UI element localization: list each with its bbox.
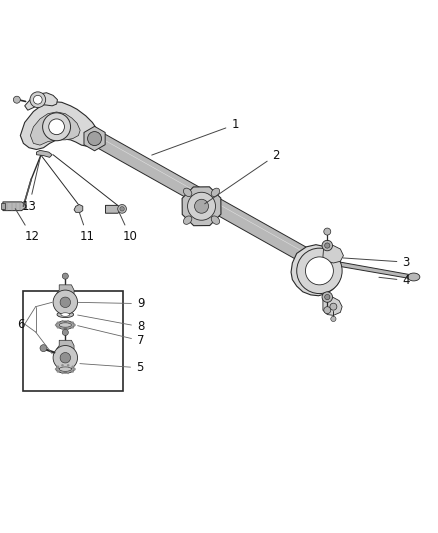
Text: 11: 11: [79, 212, 95, 243]
Circle shape: [71, 326, 74, 329]
Polygon shape: [340, 262, 413, 279]
Circle shape: [13, 96, 20, 103]
Polygon shape: [299, 249, 335, 288]
Circle shape: [60, 352, 71, 363]
Bar: [1, 203, 5, 209]
Polygon shape: [90, 131, 315, 265]
Circle shape: [324, 306, 331, 313]
Polygon shape: [323, 246, 343, 263]
Text: 4: 4: [379, 274, 410, 287]
Circle shape: [55, 324, 57, 326]
Circle shape: [324, 228, 331, 235]
Ellipse shape: [59, 323, 71, 327]
Circle shape: [194, 199, 208, 213]
Circle shape: [60, 297, 71, 308]
Circle shape: [30, 92, 46, 108]
Circle shape: [331, 316, 336, 321]
Circle shape: [322, 292, 332, 302]
Circle shape: [71, 370, 74, 373]
Text: 10: 10: [119, 212, 138, 243]
Circle shape: [67, 372, 70, 374]
Text: 7: 7: [78, 326, 145, 347]
Circle shape: [71, 366, 74, 368]
Ellipse shape: [408, 273, 420, 281]
Circle shape: [61, 320, 64, 322]
Circle shape: [305, 257, 333, 285]
Polygon shape: [84, 126, 105, 151]
Circle shape: [73, 368, 76, 370]
Text: 6: 6: [17, 318, 25, 330]
Polygon shape: [20, 101, 99, 149]
Text: 12: 12: [15, 208, 40, 243]
Polygon shape: [57, 285, 74, 294]
Circle shape: [67, 364, 70, 367]
Circle shape: [330, 303, 337, 310]
Circle shape: [53, 345, 78, 370]
Circle shape: [62, 329, 68, 335]
Ellipse shape: [56, 321, 74, 329]
Polygon shape: [106, 205, 122, 213]
Circle shape: [53, 290, 78, 314]
Circle shape: [57, 326, 59, 329]
Circle shape: [40, 345, 47, 352]
Circle shape: [42, 113, 71, 141]
Circle shape: [118, 205, 127, 213]
Text: 1: 1: [152, 118, 239, 155]
Circle shape: [67, 320, 70, 322]
Circle shape: [71, 321, 74, 324]
Circle shape: [57, 321, 59, 324]
Circle shape: [55, 368, 57, 370]
Circle shape: [322, 240, 332, 251]
Text: 2: 2: [205, 149, 280, 204]
Ellipse shape: [184, 216, 192, 224]
Circle shape: [325, 243, 330, 248]
Polygon shape: [3, 202, 26, 211]
Polygon shape: [291, 245, 341, 296]
Circle shape: [88, 132, 102, 146]
Polygon shape: [323, 297, 342, 316]
Ellipse shape: [56, 365, 74, 373]
Circle shape: [325, 294, 330, 300]
Circle shape: [57, 370, 59, 373]
Text: 5: 5: [80, 361, 143, 374]
Polygon shape: [57, 340, 74, 349]
Circle shape: [67, 327, 70, 330]
Ellipse shape: [211, 188, 219, 197]
Circle shape: [73, 324, 76, 326]
Polygon shape: [36, 150, 52, 157]
Polygon shape: [74, 205, 83, 212]
Ellipse shape: [184, 188, 192, 197]
Circle shape: [49, 119, 64, 135]
Circle shape: [61, 372, 64, 374]
Polygon shape: [25, 93, 57, 110]
Text: 9: 9: [78, 297, 145, 310]
Ellipse shape: [61, 313, 70, 316]
Circle shape: [120, 207, 124, 211]
Polygon shape: [30, 112, 80, 145]
Text: 3: 3: [343, 256, 410, 269]
Circle shape: [62, 273, 68, 279]
Circle shape: [187, 192, 215, 220]
Circle shape: [297, 248, 342, 294]
Circle shape: [61, 364, 64, 367]
Circle shape: [33, 95, 42, 104]
Ellipse shape: [57, 311, 74, 318]
Circle shape: [57, 366, 59, 368]
Circle shape: [61, 327, 64, 330]
Text: 8: 8: [78, 315, 144, 333]
Bar: [22, 290, 123, 391]
Ellipse shape: [211, 216, 219, 224]
Text: 13: 13: [21, 157, 40, 213]
Ellipse shape: [59, 367, 71, 372]
Polygon shape: [182, 187, 221, 225]
